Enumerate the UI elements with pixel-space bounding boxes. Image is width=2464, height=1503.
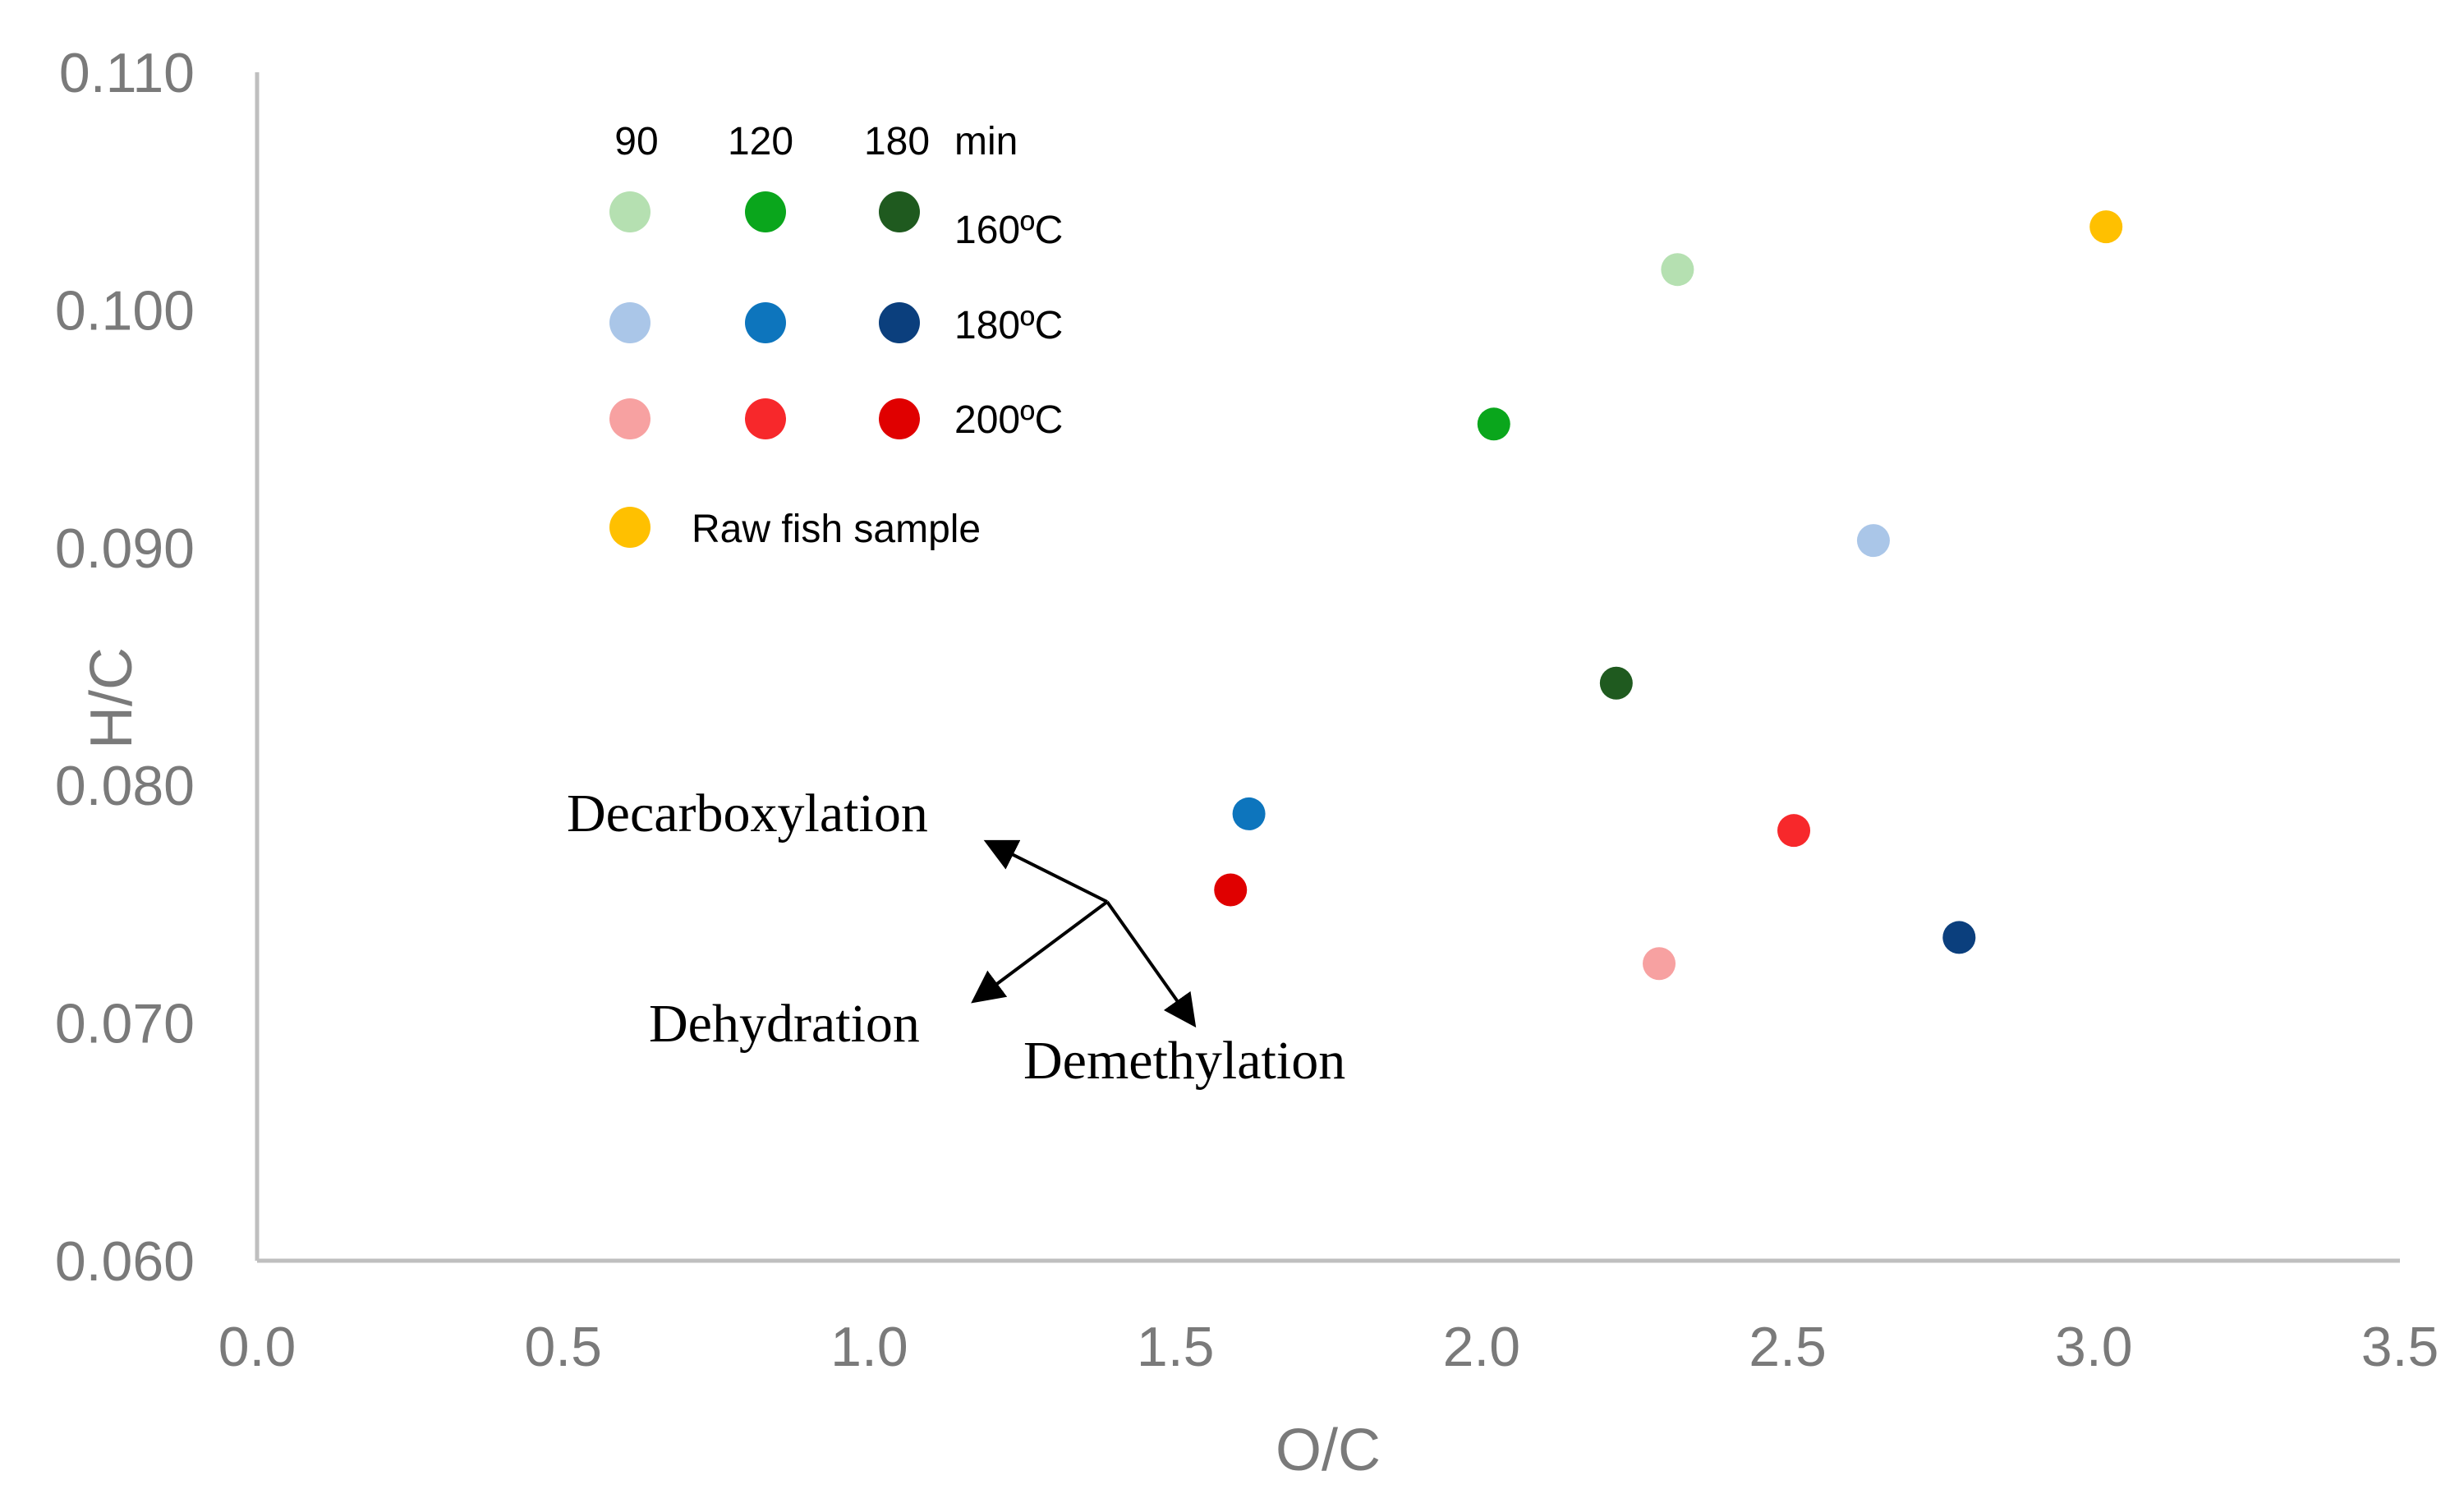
legend-rows: 160ºC 180ºC 200ºC Raw fish sample — [609, 191, 1063, 551]
data-point — [1942, 921, 1976, 954]
annotation-decarboxylation: Decarboxylation — [567, 784, 928, 843]
y-tick-label: 0.070 — [55, 993, 195, 1055]
legend-marker-raw — [609, 507, 650, 548]
legend-label: 200ºC — [954, 398, 1063, 442]
legend-marker — [745, 398, 786, 439]
data-point — [1599, 666, 1633, 700]
legend-marker — [745, 302, 786, 343]
legend-marker — [609, 398, 650, 439]
legend-marker — [609, 191, 650, 232]
x-tick-labels: 0.0 0.5 1.0 1.5 2.0 2.5 3.0 3.5 — [218, 1316, 2439, 1378]
legend: 90 120 180 min 160ºC 180ºC 200ºC Raw fish s… — [609, 120, 1063, 551]
legend-label: 180ºC — [954, 304, 1063, 347]
data-point — [2089, 210, 2123, 244]
data-point — [1643, 947, 1676, 981]
y-tick-labels: 0.060 0.070 0.080 0.090 0.100 0.110 — [55, 42, 195, 1293]
x-axis-title: O/C — [1276, 1418, 1381, 1483]
data-points — [1214, 210, 2123, 981]
data-point — [1856, 524, 1890, 558]
x-tick-label: 0.5 — [524, 1316, 602, 1378]
legend-label: 160ºC — [954, 209, 1063, 252]
x-tick-label: 0.0 — [218, 1316, 297, 1378]
data-point — [1214, 873, 1248, 907]
y-tick-label: 0.110 — [59, 42, 195, 104]
data-point — [1232, 797, 1266, 830]
legend-marker — [609, 302, 650, 343]
x-tick-label: 1.5 — [1137, 1316, 1215, 1378]
legend-label-raw: Raw fish sample — [692, 508, 981, 551]
x-tick-label: 2.0 — [1443, 1316, 1521, 1378]
annotation-demethylation: Demethylation — [1023, 1031, 1345, 1091]
legend-marker — [879, 398, 920, 439]
legend-marker — [879, 302, 920, 343]
y-tick-label: 0.080 — [55, 755, 195, 817]
arrow-dehydration — [971, 900, 1109, 1004]
y-axis-title: H/C — [79, 647, 145, 749]
data-point — [1661, 253, 1694, 287]
x-tick-label: 1.0 — [830, 1316, 908, 1378]
data-point — [1777, 814, 1811, 848]
annotations: Decarboxylation Dehydration Demethylatio… — [567, 784, 1345, 1091]
x-tick-label: 3.5 — [2361, 1316, 2439, 1378]
y-tick-label: 0.060 — [55, 1230, 195, 1293]
annotation-dehydration: Dehydration — [649, 994, 920, 1054]
x-tick-label: 3.0 — [2055, 1316, 2133, 1378]
y-tick-label: 0.090 — [55, 517, 195, 580]
data-point — [1477, 407, 1510, 441]
arrow-demethylation — [1106, 900, 1197, 1028]
y-tick-label: 0.100 — [55, 279, 195, 342]
legend-header-180: 180 — [864, 120, 930, 163]
legend-marker — [879, 191, 920, 232]
legend-header-min: min — [954, 120, 1018, 163]
legend-header-120: 120 — [728, 120, 793, 163]
legend-marker — [745, 191, 786, 232]
arrow-decarboxylation — [983, 839, 1108, 903]
x-tick-label: 2.5 — [1749, 1316, 1827, 1378]
axes — [255, 72, 2400, 1263]
legend-header-90: 90 — [614, 120, 658, 163]
